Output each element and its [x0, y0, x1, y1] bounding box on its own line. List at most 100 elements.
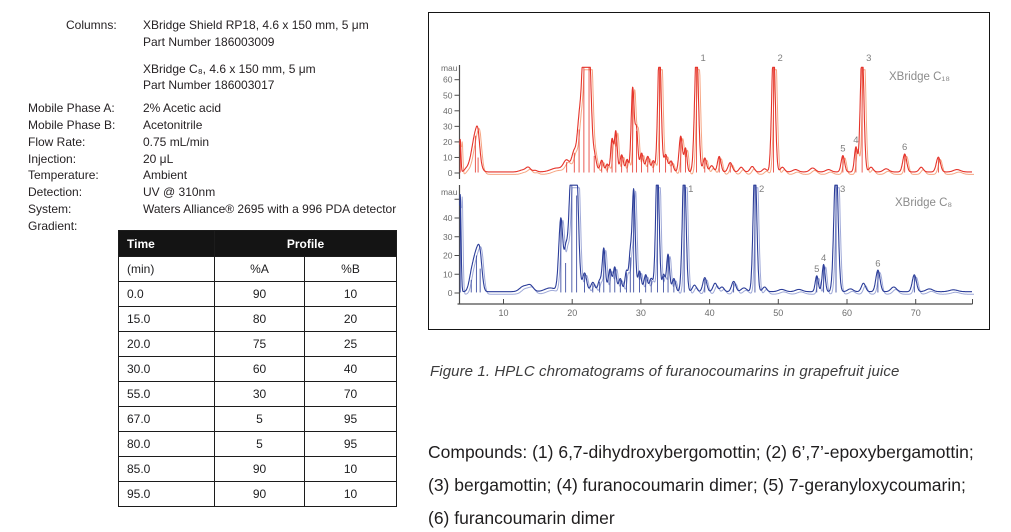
method-conditions-list: Columns: XBridge Shield RP18, 4.6 x 150 m… — [28, 17, 396, 235]
y-tick-label: 30 — [443, 232, 453, 242]
col-header-time: Time — [118, 230, 215, 257]
table-row: 67.0 5 95 — [118, 406, 397, 432]
peak-label-6: 6 — [902, 142, 907, 153]
spec-label: Flow Rate: — [28, 134, 86, 149]
percent-b-cell: 95 — [304, 406, 397, 432]
y-tick-label: 20 — [443, 251, 453, 261]
percent-a-cell: 90 — [214, 481, 305, 507]
x-tick-label: 20 — [567, 308, 577, 318]
chromatogram-panel: 0 10 20 30 40 50 60 mau 1 2 3 4 5 6 XBridge C₁₈ 0 10 20 30… — [428, 12, 990, 330]
peak-label-1: 1 — [688, 184, 693, 195]
spec-value: 0.75 mL/min — [143, 134, 210, 149]
percent-b-cell: 70 — [304, 381, 397, 407]
y-tick-label: 60 — [443, 75, 453, 85]
percent-a-cell: 90 — [214, 456, 305, 482]
sub-header-cell: %A — [214, 256, 305, 282]
spec-label: Detection: — [28, 185, 83, 200]
table-row: 95.0 90 10 — [118, 481, 397, 507]
percent-a-cell: 60 — [214, 356, 305, 382]
compounds-line-1: Compounds: (1) 6,7-dihydroxybergomottin;… — [428, 442, 974, 462]
gradient-table-header: Time Profile — [118, 230, 397, 257]
gradient-table-body: (min) %A %B 0.0 90 10 15.0 80 20 20.0 75 25 30.0 60 40… — [118, 256, 397, 507]
x-tick-label: 70 — [911, 308, 921, 318]
spec-value: Acetonitrile — [143, 117, 203, 132]
peak-label-3: 3 — [840, 184, 845, 195]
spec-value: UV @ 310nm — [143, 185, 216, 200]
y-axis-unit-label: mau — [441, 187, 458, 197]
gradient-table: Time Profile (min) %A %B 0.0 90 10 15.0 80 20 20.0… — [118, 230, 397, 507]
time-cell: 67.0 — [118, 406, 215, 432]
trace-main-c8 — [459, 184, 973, 293]
spec-row: Columns: XBridge Shield RP18, 4.6 x 150 m… — [28, 17, 396, 51]
percent-a-cell: 75 — [214, 331, 305, 357]
spec-label: System: — [28, 201, 72, 216]
peak-label-5: 5 — [814, 264, 819, 275]
spec-label: Temperature: — [28, 168, 99, 183]
percent-a-cell: 90 — [214, 281, 305, 307]
chromatogram-title-c18: XBridge C₁₈ — [889, 71, 950, 83]
compounds-legend: Compounds: (1) 6,7-dihydroxybergomottin;… — [428, 436, 1008, 532]
spec-value: XBridge C₈, 4.6 x 150 mm, 5 μm Part Numbe… — [143, 61, 316, 93]
y-tick-label: 30 — [443, 121, 453, 131]
y-tick-label: 0 — [448, 168, 453, 178]
peak-label-4: 4 — [853, 135, 858, 146]
time-cell: 20.0 — [118, 331, 215, 357]
time-cell: 15.0 — [118, 306, 215, 332]
spec-row: Detection: UV @ 310nm — [28, 184, 396, 201]
spec-label: Mobile Phase A: — [28, 101, 115, 116]
spec-row: Flow Rate: 0.75 mL/min — [28, 134, 396, 151]
spec-label — [28, 61, 143, 95]
spec-value: 20 μL — [143, 151, 174, 166]
col-header-profile: Profile — [214, 230, 397, 257]
time-cell: 80.0 — [118, 431, 215, 457]
peak-label-5: 5 — [840, 144, 845, 155]
percent-a-cell: 30 — [214, 381, 305, 407]
spec-row: System: Waters Alliance® 2695 with a 996 … — [28, 201, 396, 218]
trace-shadow-c18 — [461, 69, 975, 175]
spec-label: Mobile Phase B: — [28, 117, 116, 132]
spec-label: Columns: — [66, 18, 117, 32]
table-row: 0.0 90 10 — [118, 281, 397, 307]
compounds-line-3: (6) furancoumarin dimer — [428, 508, 615, 528]
spec-row: Injection: 20 μL — [28, 151, 396, 168]
x-tick-label: 10 — [498, 308, 508, 318]
y-tick-label: 40 — [443, 106, 453, 116]
table-row: 85.0 90 10 — [118, 456, 397, 482]
trace-main-c18 — [459, 66, 973, 173]
y-tick-label: 0 — [448, 288, 453, 298]
percent-b-cell: 10 — [304, 481, 397, 507]
sub-header-cell: (min) — [118, 256, 215, 282]
spec-row: Mobile Phase B: Acetonitrile — [28, 117, 396, 134]
spec-label: Gradient: — [28, 218, 78, 233]
peak-label-4: 4 — [821, 253, 826, 264]
spec-row: Gradient: — [28, 218, 396, 235]
peak-label-3: 3 — [866, 53, 871, 64]
time-cell: 85.0 — [118, 456, 215, 482]
spec-value: XBridge Shield RP18, 4.6 x 150 mm, 5 μm P… — [143, 18, 369, 49]
sub-header-cell: %B — [304, 256, 397, 282]
spec-value: Waters Alliance® 2695 with a 996 PDA det… — [143, 201, 397, 216]
time-cell: 30.0 — [118, 356, 215, 382]
y-tick-label: 10 — [443, 269, 453, 279]
spec-row: Temperature: Ambient — [28, 167, 396, 184]
y-tick-label: 40 — [443, 213, 453, 223]
table-row: 55.0 30 70 — [118, 381, 397, 407]
peak-label-2: 2 — [777, 53, 782, 64]
y-axis-unit-label: mau — [441, 63, 458, 73]
chromatogram-title-c8: XBridge C₈ — [895, 197, 952, 209]
spec-row: Mobile Phase A: 2% Acetic acid — [28, 100, 396, 117]
x-tick-label: 60 — [842, 308, 852, 318]
peak-label-1: 1 — [701, 53, 706, 64]
y-tick-label: 50 — [443, 90, 453, 100]
percent-a-cell: 5 — [214, 406, 305, 432]
spec-value: Ambient — [143, 168, 188, 183]
percent-b-cell: 40 — [304, 356, 397, 382]
time-cell: 95.0 — [118, 481, 215, 507]
table-row: 80.0 5 95 — [118, 431, 397, 457]
percent-a-cell: 5 — [214, 431, 305, 457]
percent-b-cell: 10 — [304, 281, 397, 307]
table-row: 15.0 80 20 — [118, 306, 397, 332]
trace-shadow-c8 — [461, 187, 975, 295]
